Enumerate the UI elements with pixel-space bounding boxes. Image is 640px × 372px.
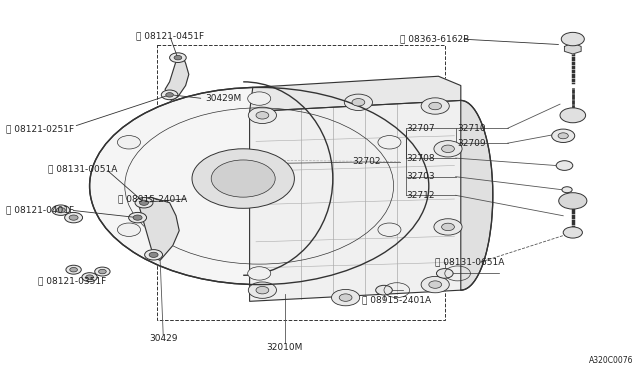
Circle shape (211, 160, 275, 197)
Circle shape (66, 265, 81, 274)
Circle shape (90, 87, 429, 285)
Circle shape (563, 227, 582, 238)
Text: A320C0076: A320C0076 (589, 356, 634, 365)
Circle shape (434, 141, 462, 157)
Circle shape (442, 145, 454, 153)
Circle shape (133, 215, 142, 220)
Text: Ⓑ 08121-0451F: Ⓑ 08121-0451F (136, 31, 204, 40)
Text: 32010M: 32010M (267, 343, 303, 352)
Circle shape (248, 107, 276, 124)
Circle shape (256, 112, 269, 119)
Text: 32708: 32708 (406, 154, 435, 163)
Circle shape (256, 286, 269, 294)
Text: 32710: 32710 (458, 124, 486, 133)
Text: 32707: 32707 (406, 124, 435, 133)
Circle shape (442, 223, 454, 231)
Polygon shape (165, 56, 189, 100)
Circle shape (166, 93, 173, 97)
Circle shape (192, 149, 294, 208)
Circle shape (429, 281, 442, 288)
Circle shape (69, 215, 78, 220)
Circle shape (560, 108, 586, 123)
Text: Ⓑ 08121-0401F: Ⓑ 08121-0401F (6, 206, 74, 215)
Circle shape (56, 208, 65, 213)
Circle shape (339, 294, 352, 301)
Polygon shape (564, 43, 581, 54)
Text: 32703: 32703 (406, 172, 435, 181)
Circle shape (145, 250, 163, 260)
Text: Ⓢ 08363-6162B: Ⓢ 08363-6162B (400, 35, 469, 44)
Circle shape (556, 161, 573, 170)
Circle shape (436, 269, 453, 278)
Circle shape (378, 136, 401, 149)
Text: 30429M: 30429M (205, 94, 241, 103)
Circle shape (129, 212, 147, 223)
Text: Ⓜ 08915-2401A: Ⓜ 08915-2401A (362, 295, 431, 304)
Circle shape (250, 182, 262, 190)
Circle shape (95, 267, 110, 276)
Circle shape (248, 282, 276, 298)
Circle shape (140, 200, 148, 205)
Circle shape (558, 133, 568, 139)
Circle shape (70, 267, 77, 272)
Circle shape (429, 102, 442, 110)
Circle shape (161, 90, 178, 100)
Text: 30429: 30429 (149, 334, 177, 343)
Text: 32712: 32712 (406, 191, 435, 200)
Text: Ⓑ 08121-0351F: Ⓑ 08121-0351F (38, 276, 107, 285)
Circle shape (170, 53, 186, 62)
Circle shape (562, 187, 572, 193)
Circle shape (421, 98, 449, 114)
Circle shape (559, 193, 587, 209)
Circle shape (86, 275, 93, 279)
Circle shape (561, 32, 584, 46)
Circle shape (174, 55, 182, 60)
Polygon shape (138, 197, 179, 260)
Circle shape (65, 212, 83, 223)
Polygon shape (461, 100, 493, 290)
Text: 32709: 32709 (458, 139, 486, 148)
Circle shape (434, 219, 462, 235)
Circle shape (421, 276, 449, 293)
Text: Ⓗ 08915-2401A: Ⓗ 08915-2401A (118, 195, 188, 203)
Circle shape (99, 269, 106, 274)
Polygon shape (250, 76, 461, 112)
Circle shape (149, 252, 158, 257)
Text: Ⓑ 08131-0051A: Ⓑ 08131-0051A (48, 165, 117, 174)
Circle shape (352, 99, 365, 106)
Circle shape (552, 129, 575, 142)
Text: Ⓑ 08131-0651A: Ⓑ 08131-0651A (435, 258, 504, 267)
Circle shape (376, 285, 392, 295)
Circle shape (117, 136, 140, 149)
Circle shape (52, 205, 70, 215)
Text: Ⓑ 08121-0251F: Ⓑ 08121-0251F (6, 124, 74, 133)
Circle shape (242, 178, 270, 194)
Circle shape (378, 223, 401, 237)
Circle shape (248, 92, 271, 105)
Circle shape (332, 289, 360, 306)
Circle shape (135, 198, 153, 208)
Polygon shape (250, 100, 461, 301)
Circle shape (248, 267, 271, 280)
Text: 32702: 32702 (352, 157, 381, 166)
Circle shape (82, 273, 97, 282)
Circle shape (117, 223, 140, 237)
Circle shape (344, 94, 372, 110)
